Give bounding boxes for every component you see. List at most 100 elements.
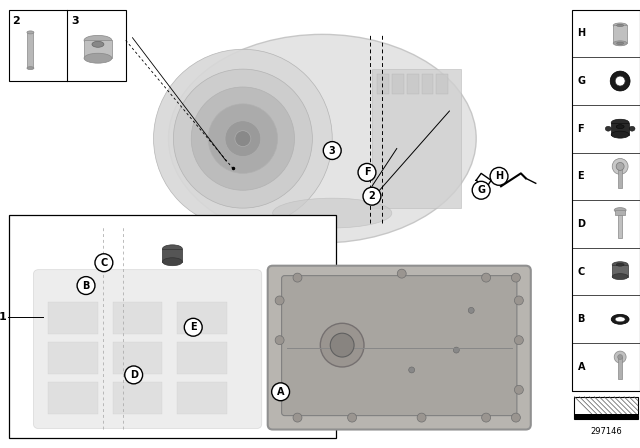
Ellipse shape xyxy=(84,53,112,63)
Circle shape xyxy=(511,413,520,422)
Circle shape xyxy=(453,347,460,353)
Circle shape xyxy=(515,296,524,305)
Bar xyxy=(48,382,98,414)
Bar xyxy=(618,357,622,379)
Circle shape xyxy=(323,142,341,159)
Ellipse shape xyxy=(84,35,112,45)
Circle shape xyxy=(125,366,143,384)
Text: 1: 1 xyxy=(0,312,6,322)
Ellipse shape xyxy=(616,263,624,266)
Circle shape xyxy=(490,168,508,185)
Text: E: E xyxy=(190,322,196,332)
Text: B: B xyxy=(577,314,585,324)
Bar xyxy=(422,74,433,94)
Bar xyxy=(8,9,125,81)
Ellipse shape xyxy=(614,207,626,213)
Text: 3: 3 xyxy=(329,146,335,155)
Circle shape xyxy=(511,273,520,282)
Text: F: F xyxy=(364,168,371,177)
Text: F: F xyxy=(577,124,584,134)
Ellipse shape xyxy=(611,314,629,324)
Circle shape xyxy=(184,319,202,336)
Bar xyxy=(113,302,163,334)
Circle shape xyxy=(275,296,284,305)
Ellipse shape xyxy=(605,126,611,131)
Bar xyxy=(177,302,227,334)
Ellipse shape xyxy=(612,274,628,280)
Ellipse shape xyxy=(168,34,476,243)
Text: H: H xyxy=(577,28,586,39)
Bar xyxy=(575,414,638,418)
Circle shape xyxy=(293,273,302,282)
Bar xyxy=(611,123,629,135)
Ellipse shape xyxy=(27,67,34,69)
Circle shape xyxy=(482,273,491,282)
Ellipse shape xyxy=(27,31,34,34)
Circle shape xyxy=(618,354,623,359)
Bar xyxy=(573,9,640,391)
FancyBboxPatch shape xyxy=(282,276,517,416)
Bar xyxy=(392,74,404,94)
Bar xyxy=(615,210,625,215)
Bar xyxy=(28,32,33,68)
Bar xyxy=(618,166,622,188)
Circle shape xyxy=(409,367,415,373)
Ellipse shape xyxy=(273,198,392,228)
Bar xyxy=(618,215,622,238)
Bar xyxy=(575,397,638,418)
Circle shape xyxy=(515,385,524,394)
Circle shape xyxy=(397,269,406,278)
Bar xyxy=(613,26,627,43)
Bar xyxy=(177,382,227,414)
Ellipse shape xyxy=(613,23,627,28)
Circle shape xyxy=(275,385,284,394)
Circle shape xyxy=(616,163,624,170)
Circle shape xyxy=(482,413,491,422)
Text: A: A xyxy=(277,387,284,397)
FancyBboxPatch shape xyxy=(268,266,531,430)
Bar xyxy=(436,74,449,94)
Circle shape xyxy=(293,413,302,422)
Circle shape xyxy=(271,383,289,401)
Circle shape xyxy=(610,71,630,91)
Bar xyxy=(612,265,628,276)
Text: E: E xyxy=(577,171,584,181)
Bar xyxy=(177,342,227,374)
Circle shape xyxy=(417,413,426,422)
Text: 297146: 297146 xyxy=(590,426,622,435)
Circle shape xyxy=(191,87,294,190)
Circle shape xyxy=(515,336,524,345)
Ellipse shape xyxy=(615,317,625,322)
Circle shape xyxy=(95,254,113,271)
Circle shape xyxy=(208,104,278,173)
Circle shape xyxy=(348,413,356,422)
Bar xyxy=(163,249,182,262)
Circle shape xyxy=(77,276,95,294)
Text: G: G xyxy=(577,76,586,86)
Circle shape xyxy=(320,323,364,367)
Bar xyxy=(48,302,98,334)
Circle shape xyxy=(275,336,284,345)
Circle shape xyxy=(358,164,376,181)
Bar xyxy=(84,40,112,58)
Text: B: B xyxy=(83,280,90,291)
Bar xyxy=(113,382,163,414)
Circle shape xyxy=(235,131,251,146)
Ellipse shape xyxy=(163,245,182,253)
Bar xyxy=(48,342,98,374)
Bar xyxy=(377,74,389,94)
Text: D: D xyxy=(130,370,138,380)
Bar xyxy=(113,342,163,374)
Ellipse shape xyxy=(617,42,623,44)
Bar xyxy=(406,74,419,94)
Circle shape xyxy=(173,69,312,208)
Text: 3: 3 xyxy=(71,16,79,26)
Ellipse shape xyxy=(611,119,629,126)
Circle shape xyxy=(612,159,628,174)
Text: H: H xyxy=(495,171,503,181)
Text: G: G xyxy=(477,185,485,195)
Circle shape xyxy=(363,187,381,205)
Ellipse shape xyxy=(616,125,624,129)
Text: C: C xyxy=(100,258,108,268)
Circle shape xyxy=(225,121,260,156)
